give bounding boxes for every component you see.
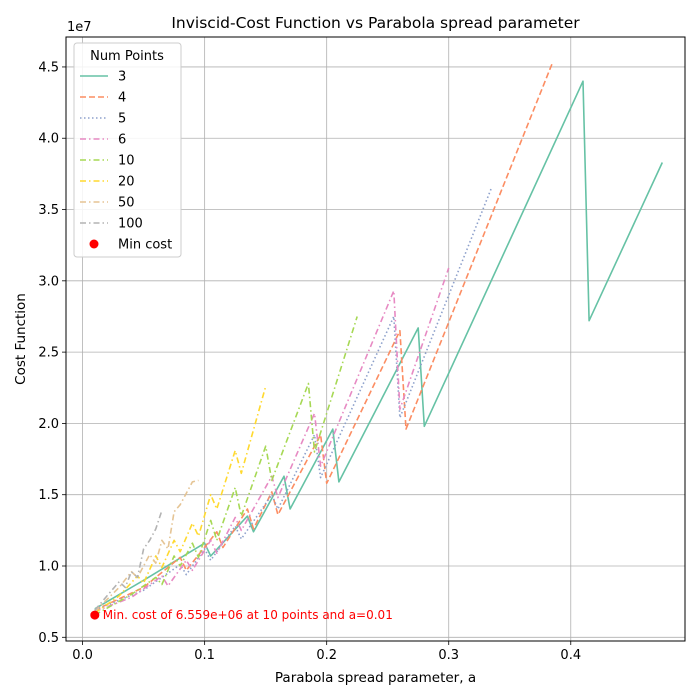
axes: 0.0 0.1 0.2 0.3 0.4 0.5 1.0 1.5 2.0 2.5 3.0 3.5 4.0 4… — [38, 60, 581, 663]
min-cost-annotation: Min. cost of 6.559e+06 at 10 points and … — [103, 608, 393, 622]
plot-frame — [65, 36, 686, 642]
legend-label-100: 100 — [118, 217, 143, 232]
x-tick-label: 0.4 — [560, 648, 581, 663]
legend-label-3: 3 — [118, 70, 126, 85]
x-axis-label: Parabola spread parameter, a — [275, 670, 476, 686]
series-line-6 — [94, 267, 450, 613]
x-tick-label: 0.3 — [438, 648, 459, 663]
legend-label-5: 5 — [118, 112, 126, 127]
legend-label-4: 4 — [118, 91, 126, 106]
y-tick-label: 3.0 — [38, 274, 59, 289]
chart-title: Inviscid-Cost Function vs Parabola sprea… — [171, 14, 580, 32]
y-tick-label: 1.0 — [38, 559, 59, 574]
series-line-20 — [94, 386, 267, 614]
x-tick-label: 0.0 — [72, 648, 93, 663]
legend-label-20: 20 — [118, 175, 135, 190]
legend-label-10: 10 — [118, 154, 135, 169]
legend: Num Points 3 4 5 6 10 20 50 100 Min cost — [73, 42, 182, 258]
y-tick-label: 1.5 — [38, 488, 59, 503]
y-tick-label: 0.5 — [38, 631, 59, 646]
legend-label-6: 6 — [118, 133, 126, 148]
plot-series — [94, 62, 664, 616]
legend-swatch-min-cost — [89, 239, 99, 249]
grid — [66, 37, 685, 641]
y-tick-label: 4.0 — [38, 132, 59, 147]
legend-label-min-cost: Min cost — [118, 238, 172, 253]
series-line-4 — [94, 62, 554, 611]
series-line-50 — [94, 479, 199, 613]
y-axis-label: Cost Function — [13, 293, 29, 385]
x-tick-label: 0.2 — [316, 648, 337, 663]
series-line-100 — [94, 510, 163, 611]
y-offset-text: 1e7 — [67, 20, 92, 35]
min-cost-layer: Min. cost of 6.559e+06 at 10 points and … — [90, 608, 393, 622]
series-line-10 — [94, 316, 358, 616]
legend-label-50: 50 — [118, 196, 135, 211]
y-tick-label: 2.0 — [38, 417, 59, 432]
y-tick-label: 4.5 — [38, 60, 59, 75]
x-tick-label: 0.1 — [194, 648, 215, 663]
series-line-5 — [94, 187, 493, 611]
min-cost-point — [90, 610, 100, 620]
y-tick-label: 2.5 — [38, 346, 59, 361]
legend-title: Num Points — [90, 49, 164, 64]
y-tick-label: 3.5 — [38, 203, 59, 218]
